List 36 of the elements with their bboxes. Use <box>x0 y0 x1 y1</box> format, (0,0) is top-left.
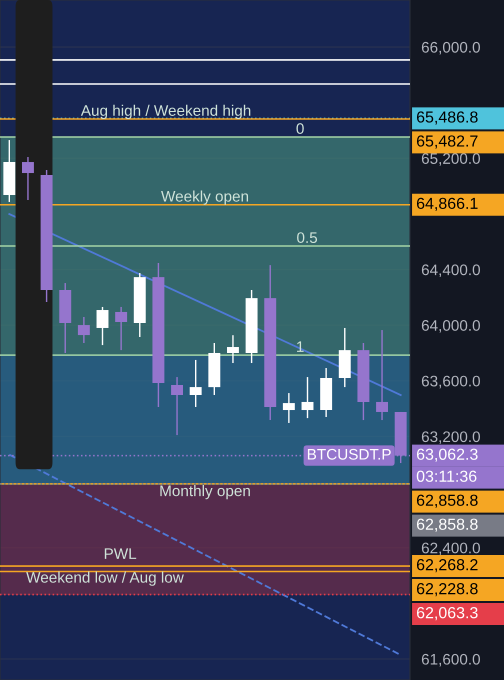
candlestick <box>171 376 184 436</box>
annotation: Monthly open <box>160 485 250 500</box>
y-tick-label: 61,600.0 <box>422 654 480 666</box>
annotation: Weekly open <box>161 190 248 205</box>
ref-line-label: 63,062.3 <box>416 448 478 462</box>
candlestick <box>96 306 108 346</box>
ref-line-label: 62,858.8 <box>416 518 478 532</box>
ref-line-label: 62,268.2 <box>416 559 478 572</box>
candlestick <box>282 392 295 424</box>
candlestick <box>78 316 90 344</box>
ref-line-label: 62,228.8 <box>416 583 478 596</box>
candlestick <box>115 306 128 351</box>
annotation: PWL <box>104 548 136 559</box>
ref-line-label: 64,866.1 <box>416 198 478 211</box>
ref-line-label: 62,063.3 <box>416 607 478 620</box>
ref-line-label: 65,482.7 <box>416 135 478 149</box>
y-tick-label: 65,200.0 <box>422 153 480 166</box>
ref-line-label: 65,486.8 <box>416 111 478 125</box>
y-tick-label: 66,000.0 <box>422 42 480 55</box>
y-tick-label: 63,600.0 <box>422 376 480 388</box>
annotation: Weekend low / Aug low <box>26 572 184 586</box>
candlestick <box>302 376 314 419</box>
y-tick-label: 64,400.0 <box>422 264 480 278</box>
candlestick <box>22 156 34 201</box>
annotation: 0 <box>296 123 304 134</box>
y-tick-label: 62,400.0 <box>422 542 480 556</box>
y-tick-label: 64,000.0 <box>422 320 480 333</box>
ref-line-label: 62,858.8 <box>416 494 478 508</box>
annotation: BTCUSDT.P <box>308 448 391 460</box>
candlestick <box>226 334 239 364</box>
candlestick <box>376 329 388 421</box>
y-tick-label: 63,200.0 <box>422 431 480 444</box>
annotation: 0.5 <box>297 232 318 244</box>
candlestick <box>190 359 202 408</box>
annotation: Aug high / Weekend high <box>80 104 250 119</box>
text: 03:11:36 <box>416 470 476 482</box>
